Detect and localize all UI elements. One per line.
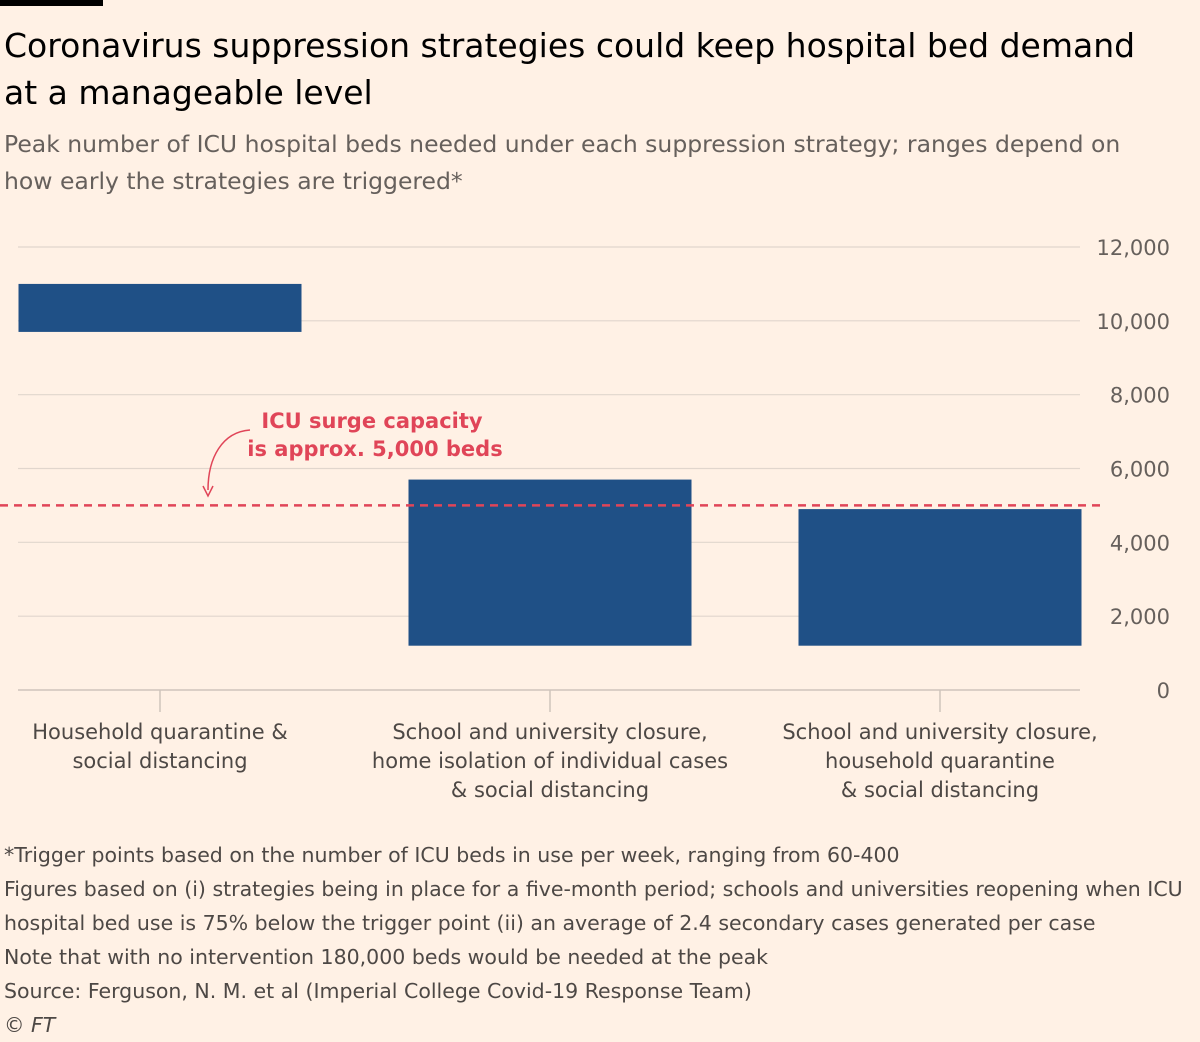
range-bar <box>18 283 302 332</box>
y-tick-label: 10,000 <box>1097 310 1170 334</box>
footnote-trigger: *Trigger points based on the number of I… <box>4 843 900 867</box>
annotation-arrowhead-icon <box>202 485 214 498</box>
footnote-no-intervention: Note that with no intervention 180,000 b… <box>4 945 769 969</box>
chart-title: Coronavirus suppression strategies could… <box>4 26 1136 112</box>
brand-bar <box>0 0 103 6</box>
footnote-assumptions: Figures based on (i) strategies being in… <box>4 877 1183 935</box>
chart-subtitle: Peak number of ICU hospital beds needed … <box>4 130 1121 195</box>
chart-notes: *Trigger points based on the number of I… <box>4 838 1194 1042</box>
y-tick-label: 8,000 <box>1110 384 1170 408</box>
annotation-arrow-icon <box>207 429 251 491</box>
source-note: Source: Ferguson, N. M. et al (Imperial … <box>4 979 752 1003</box>
copyright: © FT <box>4 1013 56 1037</box>
range-bar <box>408 479 692 646</box>
y-tick-label: 4,000 <box>1110 531 1170 555</box>
range-bar <box>798 509 1082 646</box>
category-label: School and university closure, home isol… <box>371 720 729 802</box>
y-tick-label: 6,000 <box>1110 458 1170 482</box>
surge-capacity-label: ICU surge capacity <box>261 409 482 433</box>
y-tick-label: 2,000 <box>1110 605 1170 629</box>
category-label: School and university closure, household… <box>782 720 1098 802</box>
y-tick-label: 0 <box>1157 679 1170 703</box>
y-tick-label: 12,000 <box>1097 236 1170 260</box>
category-label: Household quarantine & social distancing <box>32 720 288 773</box>
surge-capacity-label: is approx. 5,000 beds <box>247 437 502 461</box>
